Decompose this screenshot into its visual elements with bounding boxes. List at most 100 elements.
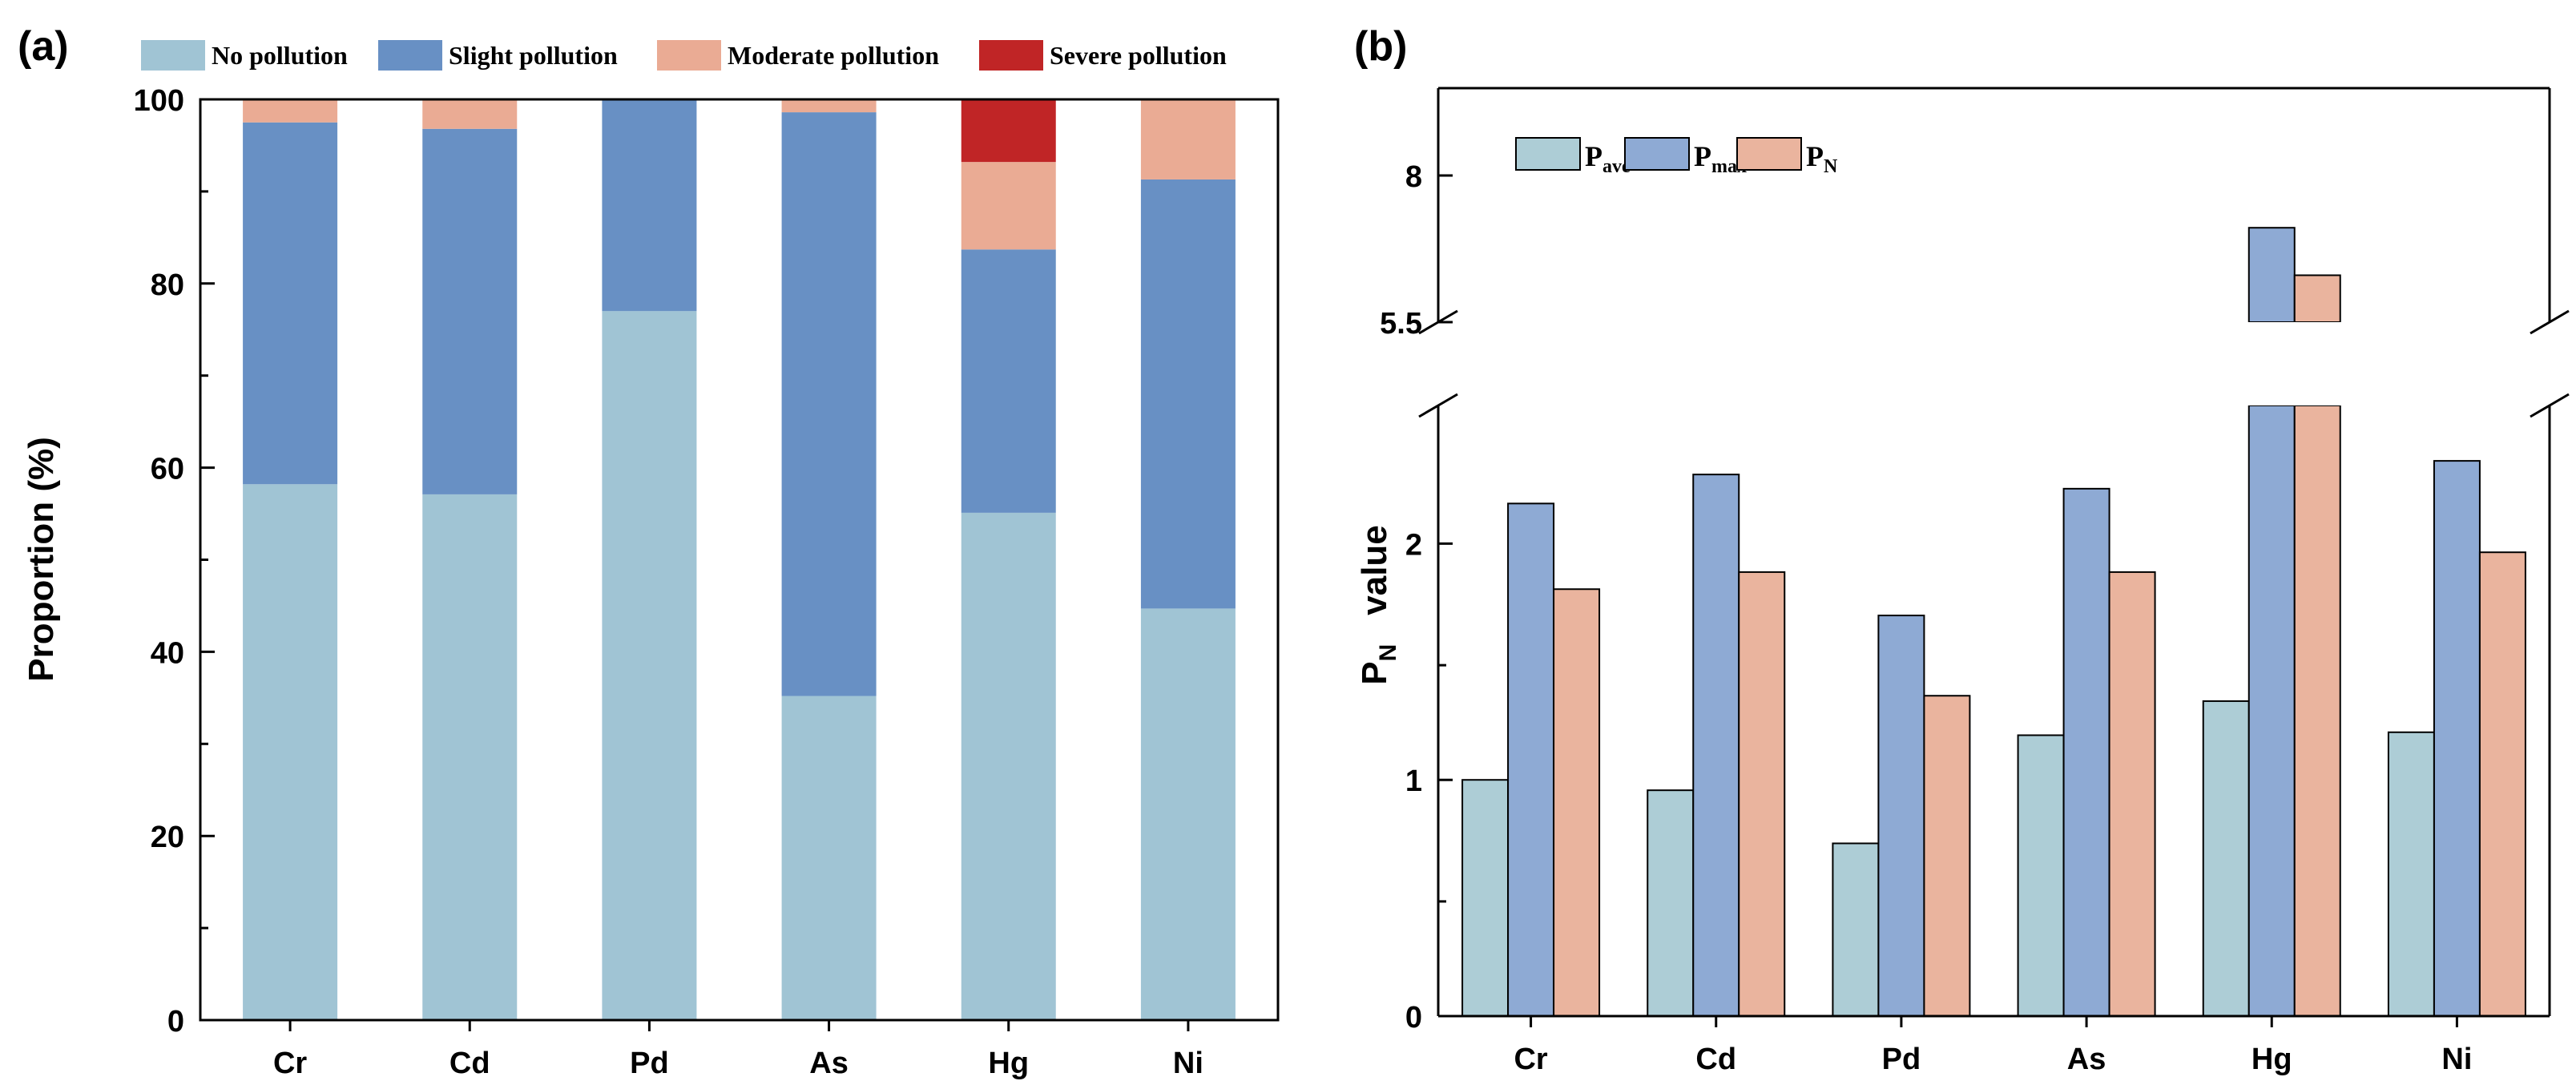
y-tick-label-a: 100 bbox=[134, 84, 184, 118]
x-tick-label-b-cd: Cd bbox=[1695, 1043, 1736, 1076]
bar-hg-severe-pollution bbox=[961, 99, 1056, 163]
bar-hg-pn bbox=[2293, 405, 2341, 1017]
legend-label-main: P bbox=[1585, 140, 1602, 172]
axis-break-mark bbox=[2530, 309, 2570, 335]
y-tick-label-b: 2 bbox=[1405, 528, 1422, 562]
legend-swatch bbox=[657, 40, 721, 71]
bar-cd-no-pollution bbox=[422, 494, 518, 1020]
x-tick-label-b-ni: Ni bbox=[2441, 1043, 2472, 1076]
y-tick-label-a: 60 bbox=[151, 453, 184, 486]
legend-a: No pollution Slight pollution Moderate pol… bbox=[141, 40, 1227, 71]
legend-item-severe-pollution: Severe pollution bbox=[979, 40, 1227, 71]
bar-cd-pmax bbox=[1692, 474, 1740, 1017]
y-axis-title-a: Proportion (%) bbox=[22, 437, 61, 682]
legend-item-pn: PN bbox=[1736, 137, 1838, 177]
panel-a: (a) No pollution Slight pollution Moderate… bbox=[18, 23, 1280, 1080]
bar-cr-pn bbox=[1553, 588, 1601, 1017]
bar-ni-no-pollution bbox=[1140, 608, 1236, 1020]
bar-as-pn bbox=[2108, 571, 2156, 1017]
bars-a bbox=[243, 99, 1236, 1020]
bar-cr-pmax bbox=[1507, 502, 1555, 1017]
y-tick-label-a: 0 bbox=[167, 1005, 184, 1039]
x-tick-label-b-pd: Pd bbox=[1882, 1043, 1921, 1076]
bar-cd-pn bbox=[1738, 571, 1786, 1017]
y-axis-a: 0 20 40 60 80 100 bbox=[134, 84, 215, 1039]
bar-ni-pave bbox=[2387, 731, 2435, 1017]
legend-label: No pollution bbox=[212, 41, 348, 70]
bar-pd-pmax bbox=[1877, 615, 1925, 1017]
legend-swatch bbox=[378, 40, 442, 71]
panel-b-label: (b) bbox=[1354, 23, 1407, 70]
y-tick-label-b: 0 bbox=[1405, 1001, 1422, 1035]
legend-swatch bbox=[1624, 137, 1690, 171]
bar-cr-pave bbox=[1461, 779, 1510, 1017]
x-axis-b: Cr Cd Pd As Hg Ni bbox=[1514, 1016, 2472, 1076]
bar-cr-slight-pollution bbox=[243, 122, 338, 485]
legend-label-main: P bbox=[1806, 140, 1824, 172]
bar-as-pave bbox=[2017, 734, 2065, 1018]
x-tick-label-a-cd: Cd bbox=[449, 1047, 490, 1080]
bar-ni-slight-pollution bbox=[1140, 179, 1236, 609]
y-axis-title-b-main: P bbox=[1355, 661, 1394, 684]
legend-item-moderate-pollution: Moderate pollution bbox=[657, 40, 939, 71]
bar-hg-moderate-pollution bbox=[961, 162, 1056, 250]
bars-b bbox=[1441, 227, 2547, 1018]
bar-as-moderate-pollution bbox=[781, 99, 877, 113]
bar-hg-pmax bbox=[2247, 405, 2296, 1017]
bar-cr-no-pollution bbox=[243, 484, 338, 1020]
y-tick-label-b: 5.5 bbox=[1380, 307, 1422, 341]
bar-pd-no-pollution bbox=[602, 311, 697, 1020]
bar-cr-moderate-pollution bbox=[243, 99, 338, 123]
bar-hg-no-pollution bbox=[961, 512, 1056, 1020]
legend-item-slight-pollution: Slight pollution bbox=[378, 40, 618, 71]
legend-swatch bbox=[979, 40, 1043, 71]
x-tick-label-b-cr: Cr bbox=[1514, 1043, 1547, 1076]
legend-item-no-pollution: No pollution bbox=[141, 40, 348, 71]
x-tick-label-b-as: As bbox=[2067, 1043, 2106, 1076]
bar-hg-pave bbox=[2202, 700, 2250, 1017]
y-axis-b: 0 1 2 5.5 8 bbox=[1380, 160, 1453, 1035]
bar-ni-moderate-pollution bbox=[1140, 99, 1236, 179]
bar-ni-pmax bbox=[2433, 460, 2481, 1017]
bar-as-no-pollution bbox=[781, 696, 877, 1020]
legend-item-pave: Pave bbox=[1515, 137, 1631, 177]
y-tick-label-b: 8 bbox=[1405, 160, 1422, 194]
legend-label-sub: N bbox=[1824, 156, 1838, 177]
y-tick-label-a: 40 bbox=[151, 636, 184, 670]
legend-item-pmax: Pmax bbox=[1624, 137, 1747, 177]
bar-hg-pn-upper bbox=[2293, 274, 2341, 324]
legend-label: Moderate pollution bbox=[728, 41, 939, 70]
bar-cd-moderate-pollution bbox=[422, 99, 518, 129]
y-tick-label-a: 20 bbox=[151, 821, 184, 854]
legend-label: Severe pollution bbox=[1050, 41, 1227, 70]
y-tick-label-b: 1 bbox=[1405, 764, 1422, 798]
legend-label: Pave bbox=[1585, 140, 1631, 177]
bar-pd-pn bbox=[1923, 695, 1971, 1018]
legend-label-main: P bbox=[1694, 140, 1711, 172]
legend-label: PN bbox=[1806, 140, 1838, 177]
bar-cd-pave bbox=[1647, 789, 1695, 1017]
panel-a-label: (a) bbox=[18, 23, 69, 70]
bar-as-slight-pollution bbox=[781, 112, 877, 696]
x-tick-label-a-cr: Cr bbox=[273, 1047, 307, 1080]
x-tick-label-a-as: As bbox=[809, 1047, 849, 1080]
y-axis-title-b-rest: value bbox=[1355, 525, 1394, 615]
legend-swatch bbox=[1515, 137, 1581, 171]
plot-frame-b bbox=[1418, 87, 2570, 1018]
axis-break-mark bbox=[1418, 393, 1458, 418]
axis-break-mark bbox=[2530, 393, 2570, 418]
legend-swatch bbox=[1736, 137, 1802, 171]
x-tick-label-a-pd: Pd bbox=[630, 1047, 669, 1080]
x-tick-label-a-ni: Ni bbox=[1173, 1047, 1203, 1080]
plot-frame-a bbox=[199, 98, 1280, 1022]
bar-pd-slight-pollution bbox=[602, 99, 697, 312]
legend-b: Pave Pmax PN bbox=[1515, 137, 1838, 177]
x-tick-label-b-hg: Hg bbox=[2251, 1043, 2292, 1076]
legend-swatch bbox=[141, 40, 205, 71]
x-axis-a: Cr Cd Pd As Hg Ni bbox=[273, 1020, 1203, 1080]
bar-as-pmax bbox=[2062, 487, 2110, 1017]
bar-ni-pn bbox=[2478, 551, 2526, 1017]
bar-pd-pave bbox=[1832, 842, 1880, 1017]
